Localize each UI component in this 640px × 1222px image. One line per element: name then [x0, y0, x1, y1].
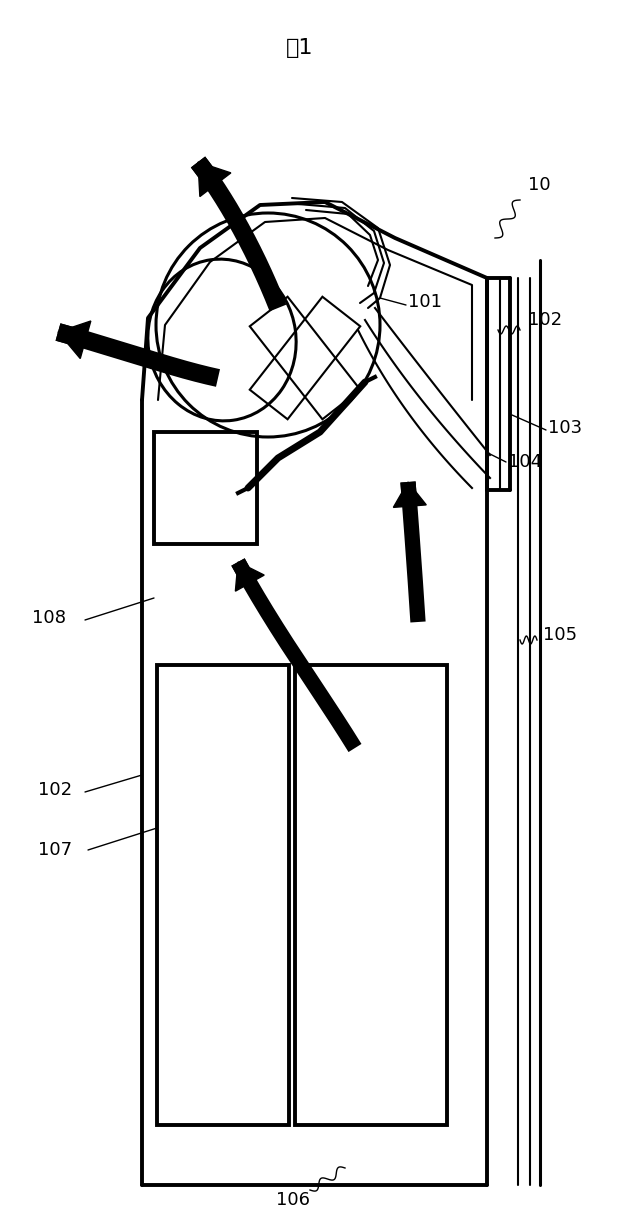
Text: 101: 101 [408, 293, 442, 312]
Text: 108: 108 [32, 609, 66, 627]
Bar [154, 433, 257, 544]
Bar [157, 665, 289, 1125]
Polygon shape [58, 321, 91, 358]
Polygon shape [394, 481, 426, 507]
Text: 102: 102 [38, 781, 72, 799]
Text: 106: 106 [276, 1191, 310, 1209]
Text: 104: 104 [508, 453, 542, 470]
Text: 102: 102 [528, 312, 562, 329]
Text: 105: 105 [543, 626, 577, 644]
Text: 103: 103 [548, 419, 582, 437]
Text: 10: 10 [528, 176, 550, 194]
Text: 図1: 図1 [286, 38, 314, 57]
Polygon shape [236, 562, 264, 591]
Text: 107: 107 [38, 841, 72, 859]
Polygon shape [198, 163, 231, 197]
Bar [295, 665, 447, 1125]
